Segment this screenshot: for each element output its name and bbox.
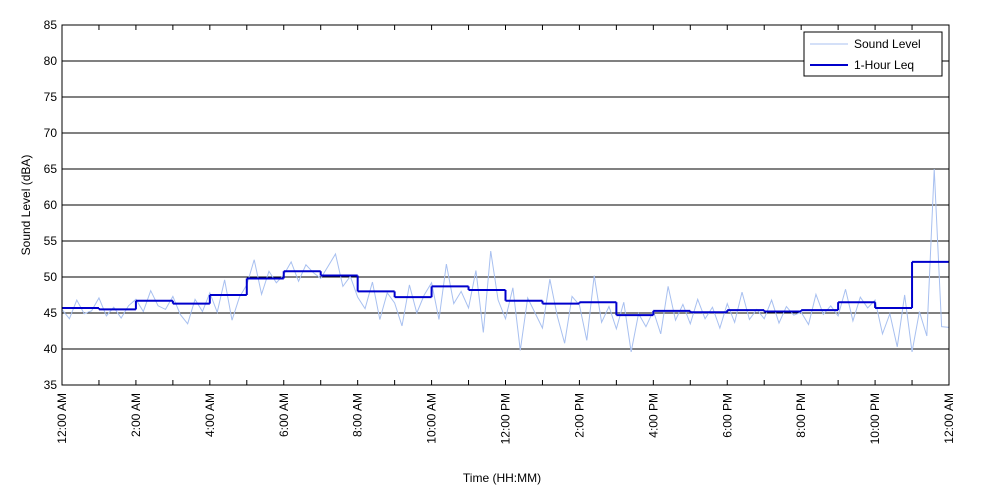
y-tick-label: 35	[44, 378, 58, 392]
legend-label: 1-Hour Leq	[854, 58, 914, 72]
x-tick-label: 8:00 PM	[794, 393, 808, 438]
x-tick-label: 10:00 AM	[425, 393, 439, 444]
x-tick-label: 8:00 AM	[351, 393, 365, 437]
legend-label: Sound Level	[854, 37, 921, 51]
y-axis-label: Sound Level (dBA)	[19, 155, 33, 256]
x-axis-label: Time (HH:MM)	[463, 471, 541, 485]
x-tick-label: 2:00 PM	[572, 393, 586, 438]
y-tick-label: 75	[44, 90, 58, 104]
y-tick-label: 70	[44, 126, 58, 140]
x-tick-label: 6:00 PM	[720, 393, 734, 438]
x-tick-label: 4:00 AM	[203, 393, 217, 437]
x-tick-label: 2:00 AM	[129, 393, 143, 437]
sound-level-line	[61, 168, 950, 352]
y-tick-label: 45	[44, 306, 58, 320]
x-tick-label: 12:00 AM	[942, 393, 956, 444]
x-tick-label: 12:00 AM	[55, 393, 69, 444]
y-tick-label: 55	[44, 234, 58, 248]
y-tick-label: 80	[44, 54, 58, 68]
y-tick-label: 40	[44, 342, 58, 356]
x-tick-label: 10:00 PM	[868, 393, 882, 444]
x-tick-label: 6:00 AM	[277, 393, 291, 437]
legend-box	[803, 31, 943, 77]
y-tick-label: 50	[44, 270, 58, 284]
y-tick-label: 85	[44, 18, 58, 32]
y-tick-label: 65	[44, 162, 58, 176]
x-tick-label: 12:00 PM	[499, 393, 513, 444]
x-tick-label: 4:00 PM	[646, 393, 660, 438]
plot-frame	[61, 24, 950, 386]
y-tick-label: 60	[44, 198, 58, 212]
